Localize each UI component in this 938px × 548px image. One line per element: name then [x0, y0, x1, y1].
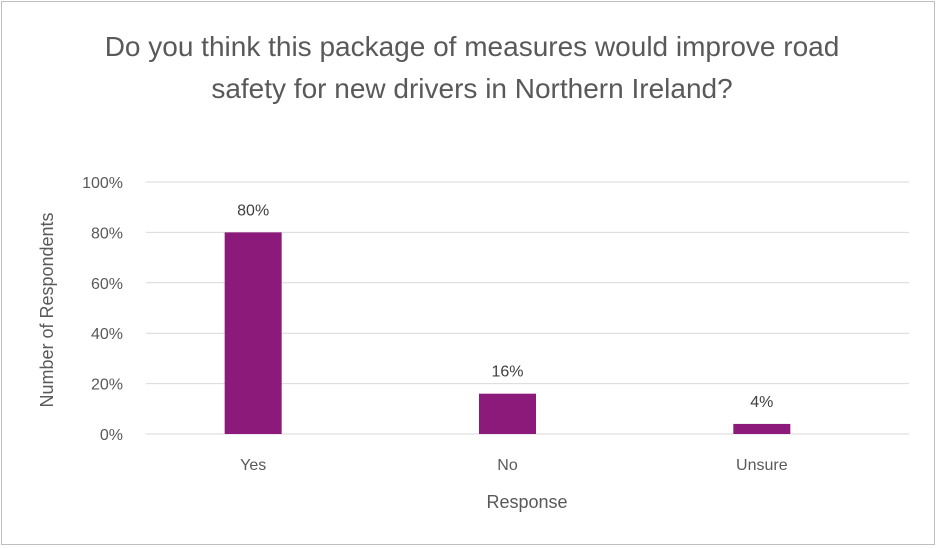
y-tick-label: 0% — [100, 427, 123, 444]
y-tick-label: 20% — [91, 377, 123, 394]
data-label-yes: 80% — [237, 202, 269, 219]
x-tick-label-no: No — [497, 457, 518, 474]
x-tick-label-yes: Yes — [240, 457, 266, 474]
y-tick-label: 100% — [82, 175, 123, 192]
bar-unsure — [733, 423, 791, 434]
x-axis-ticks: Yes No Unsure — [240, 457, 788, 474]
data-labels: 80% 16% 4% — [237, 202, 773, 411]
x-axis-title: Response — [486, 492, 567, 512]
y-axis-ticks: 0% 20% 40% 60% 80% 100% — [82, 175, 123, 444]
data-label-unsure: 4% — [750, 394, 773, 411]
y-tick-label: 60% — [91, 276, 123, 293]
x-tick-label-unsure: Unsure — [736, 457, 788, 474]
bars — [224, 232, 791, 434]
bar-yes — [224, 232, 282, 434]
data-label-no: 16% — [491, 364, 523, 381]
y-axis-title: Number of Respondents — [37, 212, 57, 407]
y-tick-label: 80% — [91, 225, 123, 242]
y-tick-label: 40% — [91, 326, 123, 343]
chart-title: Do you think this package of measures wo… — [104, 31, 840, 104]
bar-no — [479, 393, 536, 434]
